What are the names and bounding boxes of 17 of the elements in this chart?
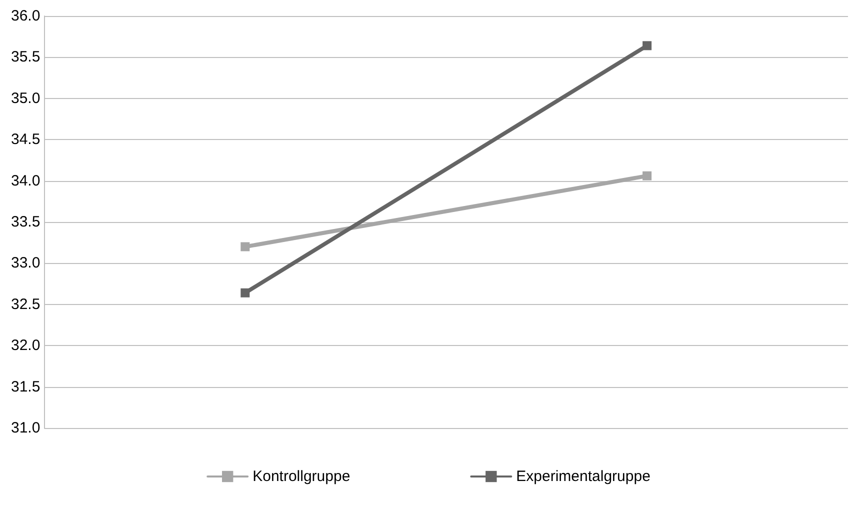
legend-label: Kontrollgruppe bbox=[252, 468, 350, 485]
y-tick-label: 32.0 bbox=[10, 337, 40, 354]
y-tick-label: 35.0 bbox=[10, 90, 40, 107]
y-tick-label: 33.5 bbox=[10, 214, 40, 230]
point bbox=[240, 288, 250, 298]
y-tick-label: 35.5 bbox=[10, 48, 40, 66]
y-tick-label: 33.0 bbox=[10, 254, 40, 272]
y-tick-label: 31.5 bbox=[10, 378, 40, 396]
point bbox=[642, 171, 652, 180]
y-tick-label: 32.5 bbox=[10, 296, 40, 313]
point bbox=[240, 242, 250, 252]
point bbox=[642, 41, 652, 50]
y-tick-label: 34.0 bbox=[10, 172, 40, 190]
y-tick-label: 34.5 bbox=[10, 131, 40, 148]
y-tick-label: 36.0 bbox=[10, 8, 40, 24]
legend-label: Experimentalgruppe bbox=[516, 468, 650, 485]
y-tick-label: 31.0 bbox=[10, 420, 40, 436]
